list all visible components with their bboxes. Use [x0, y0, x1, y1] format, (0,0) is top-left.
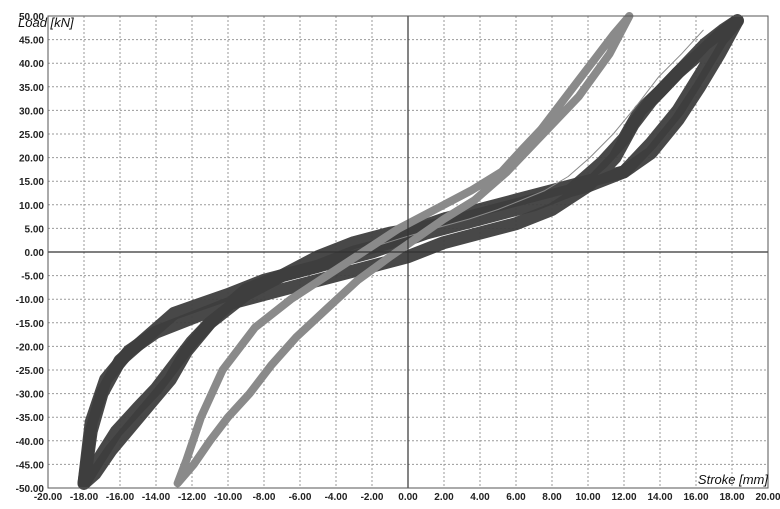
x-tick-label: 14.00 — [647, 492, 672, 503]
axes — [48, 16, 768, 488]
y-tick-label: -30.00 — [16, 390, 45, 401]
y-tick-label: 25.00 — [19, 130, 44, 141]
x-tick-label: 20.00 — [755, 492, 780, 503]
x-tick-label: 8.00 — [542, 492, 562, 503]
y-tick-label: -5.00 — [21, 272, 44, 283]
y-tick-label: -40.00 — [16, 437, 45, 448]
x-axis-title: Stroke [mm] — [698, 472, 768, 487]
x-tick-label: -12.00 — [178, 492, 207, 503]
x-tick-label: -20.00 — [34, 492, 63, 503]
x-tick-label: 4.00 — [470, 492, 490, 503]
y-tick-label: 45.00 — [19, 36, 44, 47]
y-axis-title: Load [kN] — [18, 15, 74, 30]
x-tick-label: 12.00 — [611, 492, 636, 503]
y-tick-label: 30.00 — [19, 106, 44, 117]
plot-frame — [47, 15, 769, 489]
y-tick-label: 50.00 — [19, 12, 44, 23]
y-tick-label: 40.00 — [19, 59, 44, 70]
series-line-2 — [77, 14, 744, 490]
y-tick-label: -50.00 — [16, 484, 45, 495]
y-tick-label: 15.00 — [19, 177, 44, 188]
x-tick-label: -8.00 — [253, 492, 276, 503]
x-tick-label: -6.00 — [289, 492, 312, 503]
x-tick-label: 18.00 — [719, 492, 744, 503]
y-tick-label: 5.00 — [25, 224, 45, 235]
y-tick-label: 20.00 — [19, 154, 44, 165]
x-tick-label: 6.00 — [506, 492, 526, 503]
x-tick-label: -14.00 — [142, 492, 171, 503]
x-tick-label: -18.00 — [70, 492, 99, 503]
x-tick-label: -4.00 — [325, 492, 348, 503]
y-tick-label: 35.00 — [19, 83, 44, 94]
y-tick-label: -35.00 — [16, 413, 45, 424]
y-tick-label: -25.00 — [16, 366, 45, 377]
y-tick-label: -10.00 — [16, 295, 45, 306]
data-series — [77, 12, 744, 490]
series-line-3 — [173, 12, 634, 488]
x-tick-label: 0.00 — [398, 492, 418, 503]
y-tick-label: 0.00 — [25, 248, 45, 259]
x-tick-label: 2.00 — [434, 492, 454, 503]
x-tick-label: 10.00 — [575, 492, 600, 503]
x-tick-label: -2.00 — [361, 492, 384, 503]
y-tick-label: -20.00 — [16, 342, 45, 353]
x-tick-label: 16.00 — [683, 492, 708, 503]
y-tick-label: -15.00 — [16, 319, 45, 330]
y-tick-label: 10.00 — [19, 201, 44, 212]
x-tick-label: -10.00 — [214, 492, 243, 503]
tick-labels: -20.00 -18.00 -16.00 -14.00 -12.00 -10.00 -8.0… — [16, 12, 780, 503]
x-tick-label: -16.00 — [106, 492, 135, 503]
series-line-4 — [371, 29, 704, 248]
y-tick-label: -45.00 — [16, 460, 45, 471]
